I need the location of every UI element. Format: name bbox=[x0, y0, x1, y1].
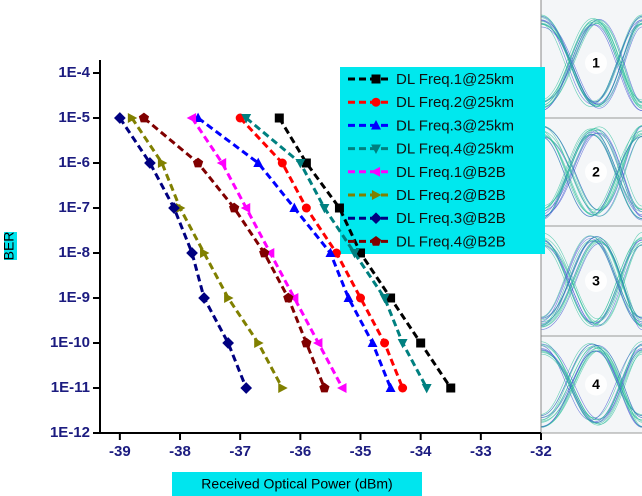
eye-label: 3 bbox=[592, 273, 600, 289]
y-tick-label: 1E-4 bbox=[58, 64, 90, 81]
eye-label: 2 bbox=[592, 164, 600, 180]
y-tick-label: 1E-11 bbox=[51, 379, 90, 396]
eye-label: 1 bbox=[592, 55, 600, 71]
eye-label: 4 bbox=[592, 376, 600, 392]
y-tick-label: 1E-7 bbox=[58, 199, 90, 216]
y-axis-label: BER bbox=[1, 232, 17, 261]
x-tick-label: -32 bbox=[530, 443, 552, 460]
data-point bbox=[356, 294, 365, 303]
x-tick-label: -38 bbox=[169, 443, 191, 460]
legend-label: DL Freq.1@B2B bbox=[396, 164, 506, 181]
y-tick-label: 1E-8 bbox=[58, 244, 90, 261]
x-tick-label: -34 bbox=[410, 443, 432, 460]
legend-label: DL Freq.3@25km bbox=[396, 117, 514, 134]
data-point bbox=[386, 383, 396, 392]
data-point bbox=[168, 202, 180, 214]
eye-diagrams: 1 2 3 4 bbox=[541, 0, 642, 433]
data-point bbox=[446, 384, 455, 393]
data-point bbox=[275, 114, 284, 123]
x-tick-label: -36 bbox=[290, 443, 312, 460]
data-point bbox=[398, 384, 407, 393]
data-point bbox=[278, 383, 287, 393]
data-point bbox=[337, 383, 346, 393]
legend-marker bbox=[372, 98, 381, 107]
data-point bbox=[198, 292, 210, 304]
x-axis-label: Received Optical Power (dBm) bbox=[201, 476, 392, 492]
legend-label: DL Freq.3@B2B bbox=[396, 210, 506, 227]
x-tick-label: -37 bbox=[229, 443, 251, 460]
data-point bbox=[344, 293, 354, 302]
data-point bbox=[416, 339, 425, 348]
data-point bbox=[335, 204, 344, 213]
y-tick-label: 1E-6 bbox=[58, 154, 90, 171]
data-point bbox=[187, 113, 196, 123]
data-point bbox=[368, 338, 378, 347]
series-line bbox=[144, 118, 324, 388]
data-point bbox=[139, 113, 149, 123]
legend-label: DL Freq.4@25km bbox=[396, 141, 514, 158]
legend-marker bbox=[372, 75, 381, 84]
data-point bbox=[380, 339, 389, 348]
x-tick-label: -33 bbox=[470, 443, 492, 460]
legend-label: DL Freq.4@B2B bbox=[396, 233, 506, 250]
data-point bbox=[240, 382, 252, 394]
x-tick-label: -39 bbox=[109, 443, 131, 460]
legend-label: DL Freq.2@B2B bbox=[396, 187, 506, 204]
y-tick-label: 1E-12 bbox=[50, 424, 90, 441]
y-tick-label: 1E-9 bbox=[58, 289, 90, 306]
data-point bbox=[186, 247, 198, 259]
data-point bbox=[222, 337, 234, 349]
data-point bbox=[193, 158, 203, 168]
data-point bbox=[398, 339, 408, 348]
x-tick-label: -35 bbox=[350, 443, 372, 460]
legend-label: DL Freq.1@25km bbox=[396, 71, 514, 88]
y-tick-label: 1E-5 bbox=[58, 109, 90, 126]
chart: 1 2 3 4 BER Received Optical Power (dBm) 1E… bbox=[0, 0, 642, 496]
data-point bbox=[254, 338, 263, 348]
data-point bbox=[319, 383, 329, 393]
data-point bbox=[278, 159, 287, 168]
data-point bbox=[301, 338, 311, 348]
data-point bbox=[422, 384, 432, 393]
data-point bbox=[302, 204, 311, 213]
y-tick-label: 1E-10 bbox=[50, 334, 90, 351]
legend-label: DL Freq.2@25km bbox=[396, 94, 514, 111]
